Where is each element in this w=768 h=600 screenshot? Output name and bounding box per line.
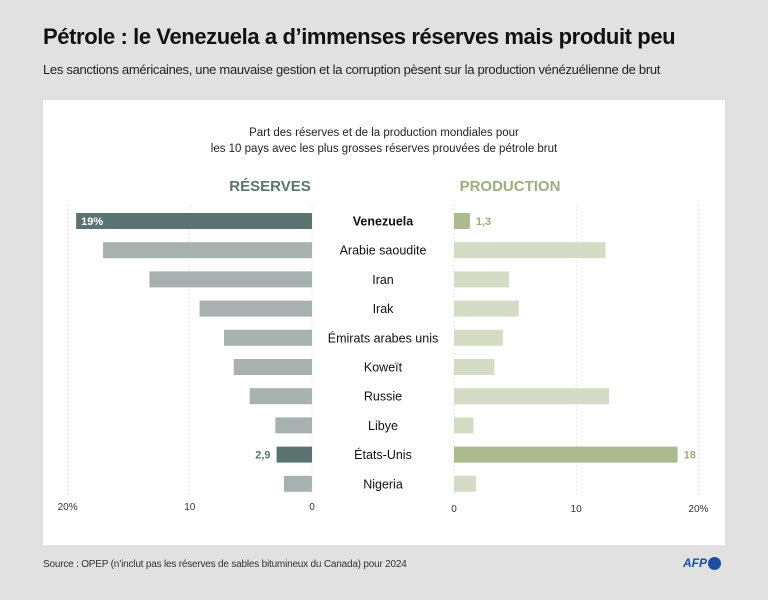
reserves-bar: [249, 388, 312, 405]
production-bar: [454, 329, 503, 346]
country-label: Nigeria: [363, 477, 403, 491]
production-data-label: 18: [684, 450, 696, 462]
production-bar: [454, 446, 678, 463]
source-note: Source : OPEP (n’inclut pas les réserves…: [43, 559, 407, 570]
reserves-data-label: 2,9: [255, 450, 270, 462]
reserves-tick-label: 0: [309, 502, 315, 513]
reserves-bar: [233, 359, 312, 375]
page-subtitle: Les sanctions américaines, une mauvaise …: [43, 62, 661, 77]
production-bar: [454, 300, 519, 317]
production-bar: [454, 475, 476, 492]
page-title: Pétrole : le Venezuela a d’immenses rése…: [43, 24, 676, 49]
chart-title-line2: les 10 pays avec les plus grosses réserv…: [211, 143, 558, 155]
country-label: États-Unis: [354, 447, 412, 462]
chart-title: Part des réserves et de la production mo…: [249, 127, 519, 139]
production-bar: [454, 242, 606, 259]
production-bar: [454, 388, 610, 405]
production-bar: [454, 359, 495, 375]
country-label: Émirats arabes unis: [328, 330, 438, 345]
reserves-bar: [283, 475, 312, 492]
production-bar: [454, 213, 470, 229]
production-bar: [454, 271, 509, 288]
production-tick-label: 10: [571, 504, 583, 515]
chart-card: [43, 100, 725, 545]
production-data-label: 1,3: [476, 216, 491, 228]
reserves-bar: [199, 300, 312, 317]
production-bar: [454, 417, 474, 434]
afp-logo-text: AFP: [683, 556, 707, 570]
production-header: PRODUCTION: [460, 178, 561, 195]
country-label: Irak: [373, 302, 395, 316]
afp-logo: AFP: [683, 556, 721, 570]
reserves-bar: [275, 417, 312, 434]
reserves-bar: [149, 271, 312, 288]
reserves-bar: [76, 213, 313, 229]
afp-logo-dot: [708, 556, 721, 570]
reserves-tick-label: 20%: [58, 502, 78, 513]
reserves-bar: [224, 329, 312, 346]
country-label: Russie: [364, 390, 402, 404]
reserves-header: RÉSERVES: [229, 178, 310, 195]
production-tick-label: 0: [451, 504, 457, 515]
reserves-tick-label: 10: [184, 502, 196, 513]
country-label: Koweït: [364, 361, 403, 375]
country-label: Iran: [372, 273, 394, 287]
country-label: Arabie saoudite: [340, 244, 427, 258]
production-tick-label: 20%: [688, 504, 708, 515]
country-label: Venezuela: [353, 215, 414, 229]
reserves-bar: [276, 446, 312, 463]
country-label: Libye: [368, 419, 398, 433]
reserves-bar: [103, 242, 313, 259]
reserves-data-label: 19%: [81, 216, 103, 228]
